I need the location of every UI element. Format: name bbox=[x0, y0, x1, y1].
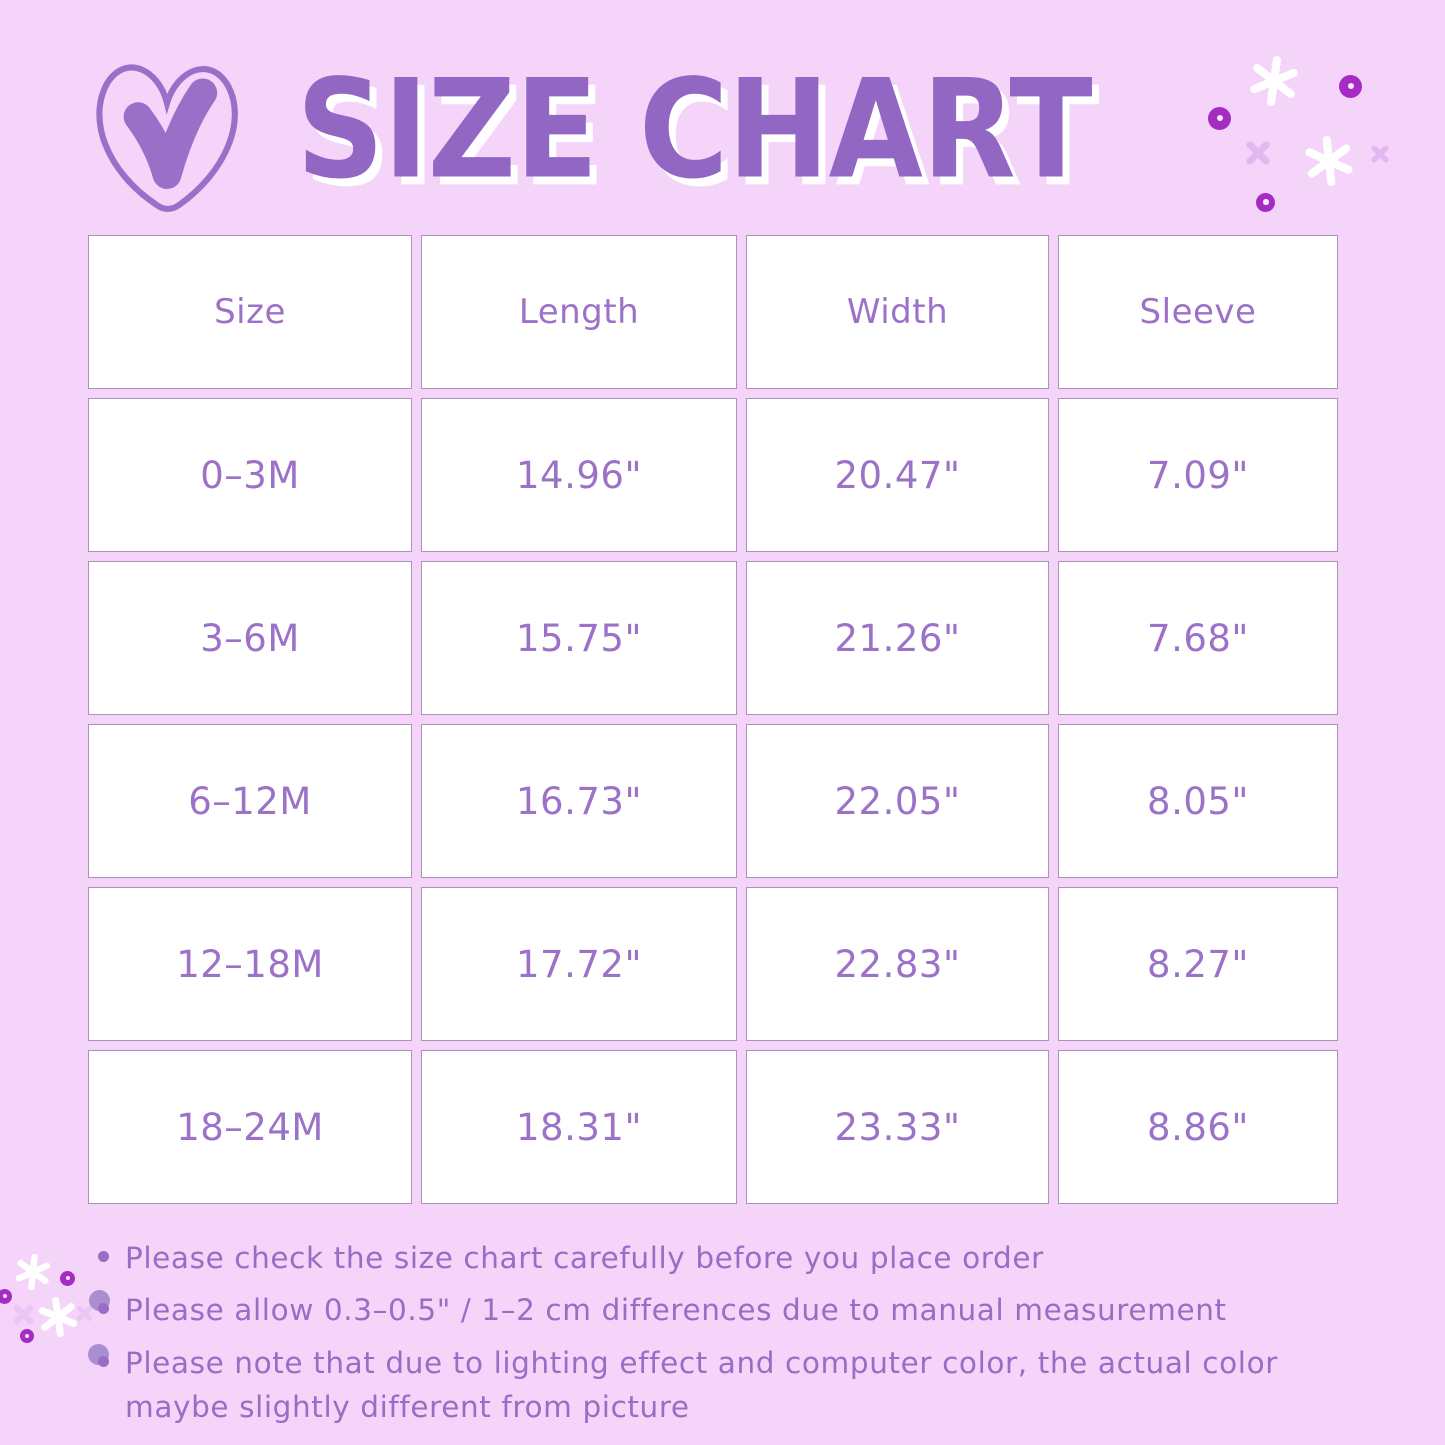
bullet-icon bbox=[98, 1251, 109, 1262]
column-header-width: Width bbox=[746, 235, 1049, 389]
table-cell-length: 15.75" bbox=[421, 561, 737, 715]
sparkle-dot-icon bbox=[0, 1289, 12, 1304]
sparkle-dot-icon bbox=[1208, 107, 1231, 130]
table-cell-sleeve: 7.68" bbox=[1058, 561, 1338, 715]
list-item: Please allow 0.3–0.5" / 1–2 cm differenc… bbox=[88, 1288, 1378, 1332]
table-cell-size: 6–12M bbox=[88, 724, 412, 878]
bullet-icon bbox=[98, 1303, 109, 1315]
bullet-icon bbox=[98, 1355, 109, 1367]
sparkle-cross-icon bbox=[1371, 145, 1389, 163]
sparkle-dot-icon bbox=[1339, 75, 1362, 98]
table-cell-width: 22.83" bbox=[746, 887, 1049, 1041]
page-title: SIZE CHART bbox=[296, 50, 1092, 210]
note-text: Please check the size chart carefully be… bbox=[125, 1241, 1044, 1275]
table-cell-length: 14.96" bbox=[421, 398, 737, 552]
table-cell-length: 18.31" bbox=[421, 1050, 737, 1204]
notes-list: Please check the size chart carefully be… bbox=[88, 1236, 1378, 1437]
list-item: Please note that due to lighting effect … bbox=[88, 1341, 1378, 1430]
note-text: Please allow 0.3–0.5" / 1–2 cm differenc… bbox=[125, 1293, 1227, 1328]
table-cell-size: 0–3M bbox=[88, 398, 412, 552]
table-cell-length: 17.72" bbox=[421, 887, 737, 1041]
note-text: Please note that due to lighting effect … bbox=[125, 1345, 1278, 1424]
sparkle-dot-icon bbox=[60, 1271, 75, 1286]
size-chart-table: Size Length Width Sleeve 0–3M 14.96" 20.… bbox=[88, 235, 1338, 1204]
table-cell-sleeve: 8.27" bbox=[1058, 887, 1338, 1041]
sparkle-dot-icon bbox=[20, 1329, 34, 1343]
table-cell-width: 20.47" bbox=[746, 398, 1049, 552]
table-cell-width: 22.05" bbox=[746, 724, 1049, 878]
table-cell-width: 23.33" bbox=[746, 1050, 1049, 1204]
table-cell-sleeve: 8.05" bbox=[1058, 724, 1338, 878]
list-item: Please check the size chart carefully be… bbox=[88, 1236, 1378, 1280]
sparkle-cross-icon bbox=[13, 1304, 34, 1325]
heart-doodle-icon bbox=[82, 46, 252, 218]
sparkle-dot-icon bbox=[1256, 193, 1275, 212]
table-cell-width: 21.26" bbox=[746, 561, 1049, 715]
table-cell-size: 12–18M bbox=[88, 887, 412, 1041]
sparkle-star-icon bbox=[1250, 55, 1298, 107]
table-cell-size: 3–6M bbox=[88, 561, 412, 715]
sparkle-star-icon bbox=[15, 1253, 51, 1291]
sparkle-cross-icon bbox=[77, 1306, 92, 1321]
sparkle-cross-icon bbox=[1246, 141, 1270, 165]
column-header-length: Length bbox=[421, 235, 737, 389]
table-cell-length: 16.73" bbox=[421, 724, 737, 878]
column-header-size: Size bbox=[88, 235, 412, 389]
sparkle-star-icon bbox=[38, 1296, 78, 1338]
table-cell-sleeve: 7.09" bbox=[1058, 398, 1338, 552]
table-cell-sleeve: 8.86" bbox=[1058, 1050, 1338, 1204]
column-header-sleeve: Sleeve bbox=[1058, 235, 1338, 389]
sparkle-star-icon bbox=[1305, 135, 1353, 187]
table-cell-size: 18–24M bbox=[88, 1050, 412, 1204]
